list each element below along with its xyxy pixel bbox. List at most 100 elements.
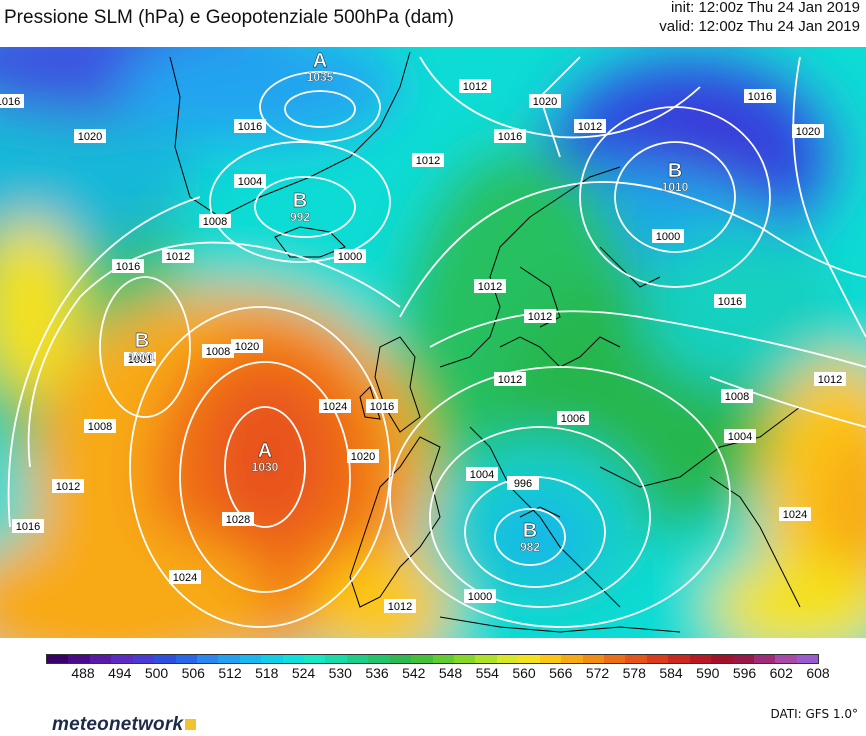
svg-text:1020: 1020 — [78, 131, 102, 143]
colorbar-swatch — [389, 655, 412, 663]
colorbar-tick-label: 494 — [108, 665, 132, 681]
colorbar-tick-label: 500 — [144, 665, 169, 681]
svg-text:1000: 1000 — [468, 591, 492, 603]
colorbar-tick-label: 518 — [255, 665, 279, 681]
colorbar-swatch — [411, 655, 433, 663]
svg-text:B: B — [135, 330, 149, 352]
colorbar-swatch — [732, 655, 754, 663]
colorbar-swatch — [239, 655, 262, 663]
isobar-labels: 1016 1020 1016 1004 1008 1012 1008 1000 1012 1016… — [0, 79, 846, 613]
colorbar-tick-label: 596 — [732, 665, 757, 681]
colorbar-swatch — [368, 655, 390, 663]
colorbar-tick-label: 548 — [438, 665, 463, 681]
isobar-label: 1012 — [162, 249, 194, 263]
svg-text:1001: 1001 — [129, 350, 156, 364]
isobar-label: 1008 — [721, 389, 753, 403]
colorbar-swatch — [175, 655, 197, 663]
isobar-label: 1028 — [222, 512, 254, 526]
colorbar-swatch — [668, 655, 690, 663]
colorbar-tick-label: 488 — [71, 665, 95, 681]
colorbar-tick-label: 608 — [806, 665, 830, 681]
svg-text:1008: 1008 — [203, 216, 227, 228]
svg-text:1004: 1004 — [470, 469, 494, 481]
colorbar-swatch — [496, 655, 519, 663]
colorbar-tick-label: 530 — [328, 665, 352, 681]
isobar-label: 1020 — [347, 449, 379, 463]
svg-text:B: B — [293, 190, 307, 212]
svg-text:1012: 1012 — [818, 374, 842, 386]
isobar-label: 1020 — [792, 124, 824, 138]
colorbar-swatch — [711, 655, 733, 663]
svg-text:1006: 1006 — [561, 413, 585, 425]
svg-text:1012: 1012 — [166, 251, 190, 263]
colorbar-swatch — [454, 655, 476, 663]
colorbar-tick-label: 560 — [512, 665, 536, 681]
isobar-label: 1016 — [494, 129, 526, 143]
isobar-label: 1020 — [529, 94, 561, 108]
isobar-label: 1012 — [474, 279, 506, 293]
colorbar-swatch — [68, 655, 90, 663]
isobar-label: 1024 — [169, 570, 201, 584]
isobar-label: 1016 — [714, 294, 746, 308]
colorbar-swatch — [47, 655, 69, 663]
isobars — [7, 56, 866, 628]
colorbar-swatch — [325, 655, 347, 663]
geopotential-colorbar — [46, 654, 819, 664]
svg-text:1004: 1004 — [238, 176, 262, 188]
init-time: init: 12:00z Thu 24 Jan 2019 — [670, 0, 860, 16]
svg-text:1012: 1012 — [388, 601, 412, 613]
isobar-label: 1008 — [202, 344, 234, 358]
isobar-label: 1012 — [494, 372, 526, 386]
svg-text:1012: 1012 — [56, 481, 80, 493]
svg-text:1035: 1035 — [307, 70, 334, 84]
colorbar-swatch — [625, 655, 647, 663]
colorbar-tick-label: 584 — [659, 665, 683, 681]
colorbar-swatch — [475, 655, 497, 663]
isobar-label: 1012 — [524, 309, 556, 323]
isobar-label: 1004 — [466, 467, 498, 481]
svg-text:1024: 1024 — [783, 509, 807, 521]
colorbar-swatch — [346, 655, 369, 663]
weather-map[interactable]: 1016 1020 1016 1004 1008 1012 1008 1000 1012 1016… — [0, 47, 866, 638]
logo-square-icon — [185, 719, 197, 730]
colorbar-swatch — [561, 655, 583, 663]
isobar-label: 1016 — [112, 259, 144, 273]
isobar-label: 996 — [507, 476, 539, 490]
colorbar-swatch — [753, 655, 776, 663]
colorbar-swatch — [775, 655, 797, 663]
svg-text:1016: 1016 — [238, 121, 262, 133]
colorbar-tick-label: 506 — [181, 665, 205, 681]
colorbar-swatch — [603, 655, 626, 663]
colorbar-tick-label: 524 — [291, 665, 316, 681]
isobar-label: 1000 — [652, 229, 684, 243]
isobar-label: 1024 — [779, 507, 811, 521]
svg-text:1024: 1024 — [173, 572, 197, 584]
isobar-label: 1012 — [412, 153, 444, 167]
isobar-label: 1016 — [366, 399, 398, 413]
svg-text:B: B — [668, 160, 682, 182]
svg-text:992: 992 — [290, 210, 310, 224]
isobar-label: 1016 — [744, 89, 776, 103]
isobar-label: 1016 — [0, 94, 24, 108]
isobar-label: 1012 — [814, 372, 846, 386]
isobar-label: 1012 — [574, 119, 606, 133]
colorbar-tick-label: 512 — [218, 665, 242, 681]
isobar-label: 1000 — [334, 249, 366, 263]
svg-text:1000: 1000 — [656, 231, 680, 243]
svg-text:1016: 1016 — [718, 296, 742, 308]
svg-text:1008: 1008 — [88, 421, 112, 433]
isobar-label: 1012 — [384, 599, 416, 613]
logo-text: meteonetwork — [52, 714, 184, 735]
colorbar-swatch — [646, 655, 669, 663]
svg-text:A: A — [258, 440, 272, 462]
run-info: init: 12:00z Thu 24 Jan 2019 valid: 12:0… — [659, 0, 860, 36]
svg-text:1016: 1016 — [748, 91, 772, 103]
colorbar-tick-label: 578 — [622, 665, 646, 681]
colorbar-ticks: 488 494 500 506 512 518 524 530 536 542 548 554 560 5… — [0, 665, 866, 685]
isobar-label: 1016 — [234, 119, 266, 133]
isobar-label: 1004 — [234, 174, 266, 188]
